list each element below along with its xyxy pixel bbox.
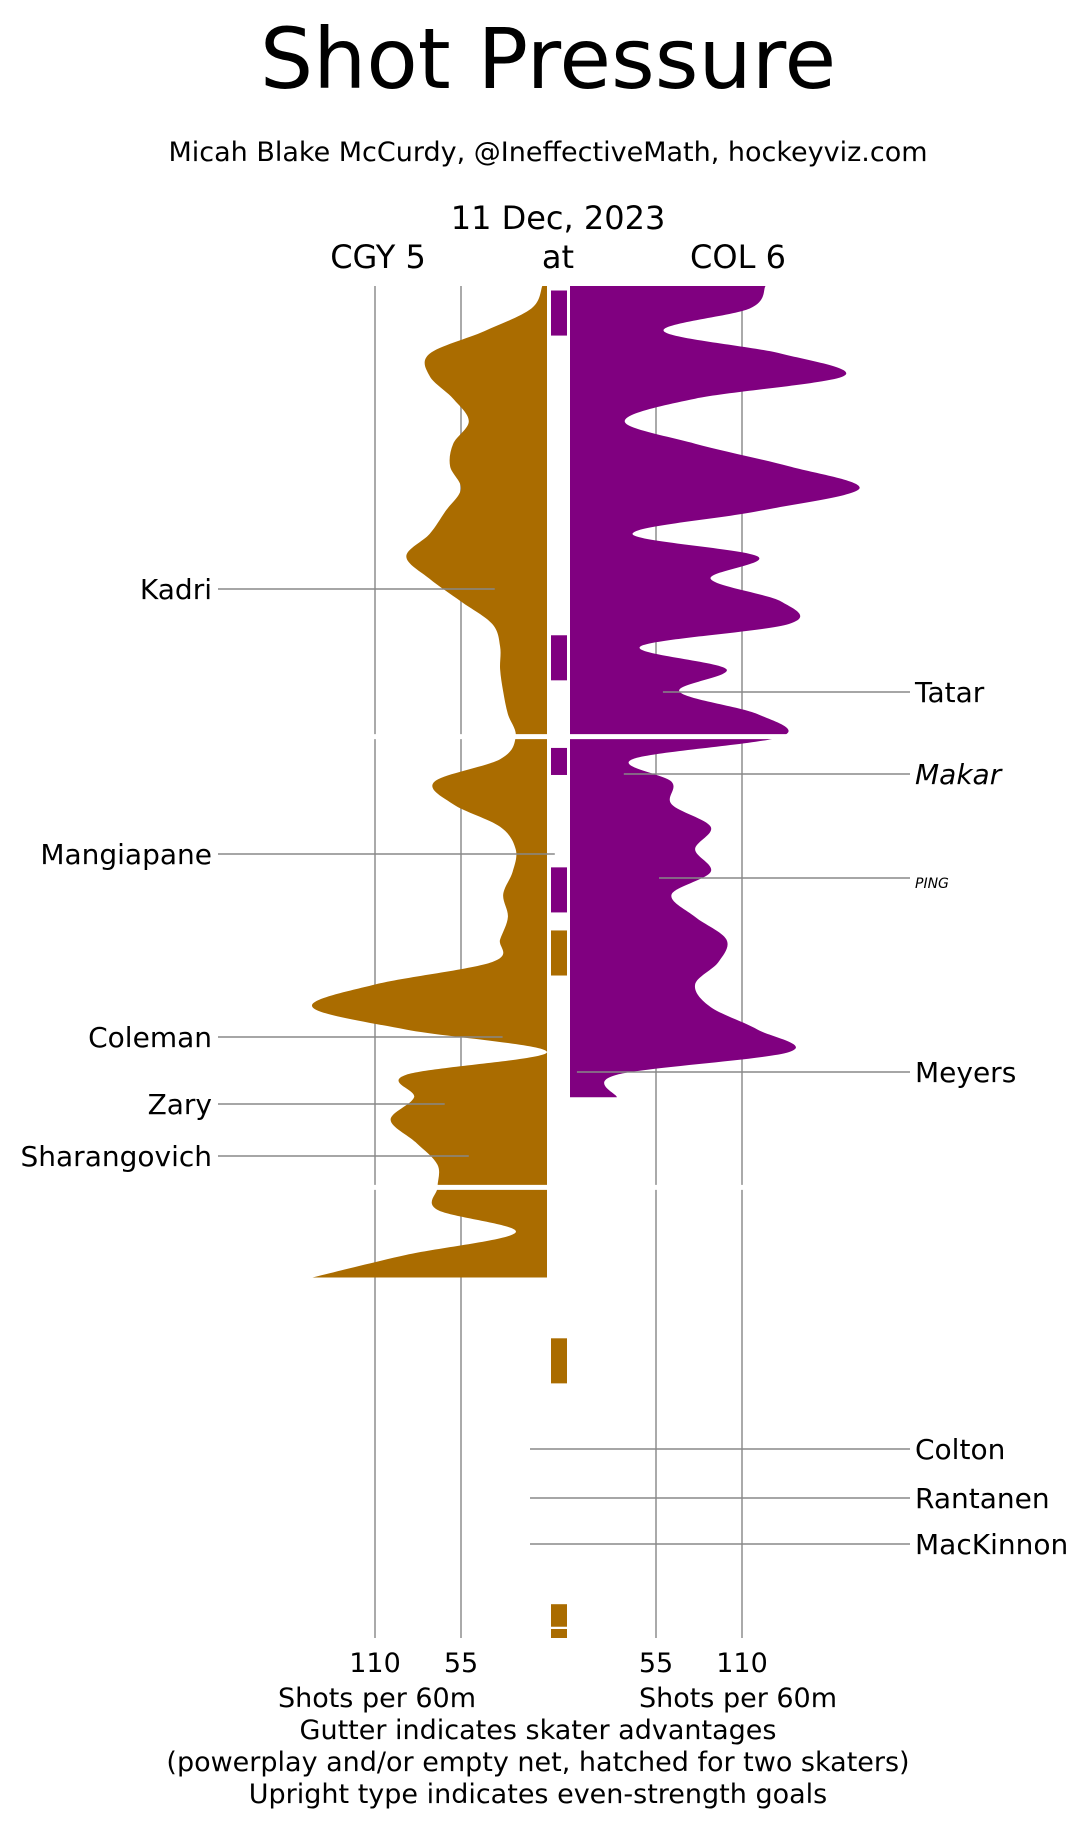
value-tick-label: 110 — [349, 1648, 401, 1679]
goal-scorer-label: Colton — [915, 1433, 1005, 1466]
goal-scorer-label: Makar — [915, 758, 1003, 791]
skater-advantage-gutter — [551, 290, 567, 1638]
value-axis-ticks: 55 55 110 110 — [349, 1648, 768, 1679]
skater-advantage-bar — [551, 747, 567, 775]
skater-advantage-bar — [551, 1628, 567, 1638]
home-shot-rate-area — [570, 286, 860, 1098]
shot-rate-areas — [311, 286, 860, 1278]
away-axis-label: Shots per 60m — [278, 1683, 476, 1714]
goal-scorer-label: Zary — [148, 1088, 212, 1121]
goal-scorer-label: Rantanen — [915, 1482, 1050, 1515]
goal-scorer-label: Mangiapane — [40, 838, 212, 871]
game-date: 11 Dec, 2023 — [451, 199, 666, 237]
skater-advantage-bar — [551, 635, 567, 681]
away-team-label: CGY 5 — [330, 238, 426, 276]
goal-scorer-label: Coleman — [88, 1021, 212, 1054]
goal-scorer-label: Sharangovich — [21, 1140, 213, 1173]
goal-scorer-label: MacKinnon — [915, 1528, 1068, 1561]
chart-subtitle: Micah Blake McCurdy, @IneffectiveMath, h… — [168, 137, 927, 168]
skater-advantage-bar — [551, 290, 567, 336]
home-axis-label: Shots per 60m — [639, 1683, 837, 1714]
value-tick-label: 55 — [444, 1648, 478, 1679]
goal-scorer-label: Kadri — [140, 573, 212, 606]
period-dividers — [280, 734, 800, 1190]
chart-title: Shot Pressure — [260, 10, 836, 108]
skater-advantage-bar — [551, 1604, 567, 1627]
skater-advantage-bar — [551, 867, 567, 913]
footnote-line-2: (powerplay and/or empty net, hatched for… — [166, 1747, 909, 1778]
away-shot-rate-area — [311, 286, 547, 1278]
value-tick-label: 55 — [639, 1648, 673, 1679]
skater-advantage-bar — [551, 1338, 567, 1384]
goal-scorer-label: PING — [915, 876, 949, 892]
goal-annotations: Kadri Tatar Makar Mangiapane PING Coleman Meye… — [21, 573, 1069, 1561]
goal-scorer-label: Meyers — [915, 1056, 1016, 1089]
value-tick-label: 110 — [716, 1648, 768, 1679]
at-label: at — [542, 238, 574, 276]
footnote-line-3: Upright type indicates even-strength goa… — [249, 1779, 827, 1810]
skater-advantage-bar — [551, 930, 567, 976]
home-team-label: COL 6 — [690, 238, 786, 276]
footnote-line-1: Gutter indicates skater advantages — [300, 1715, 777, 1746]
goal-scorer-label: Tatar — [914, 676, 985, 709]
